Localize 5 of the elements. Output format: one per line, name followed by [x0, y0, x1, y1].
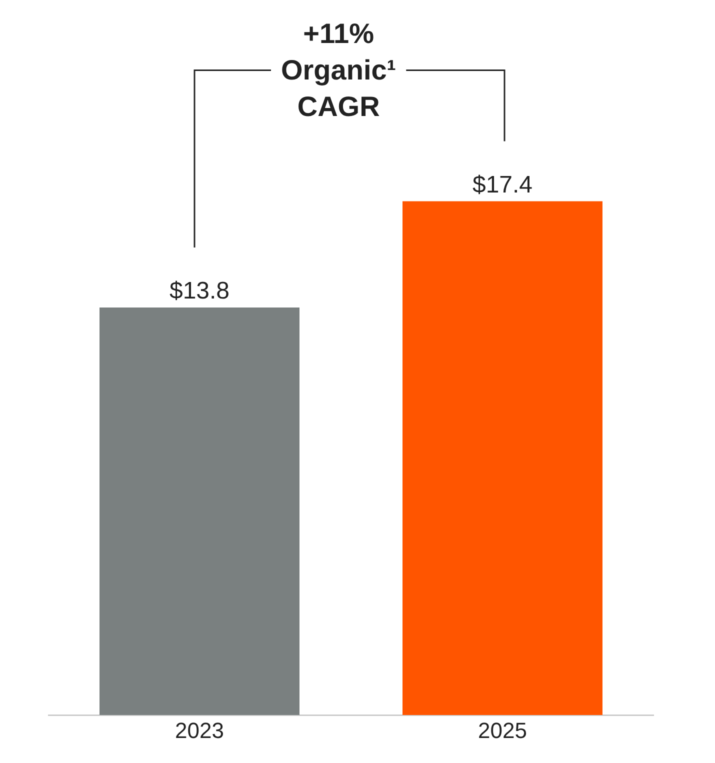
data-label: $13.8 — [169, 278, 230, 305]
text: +11% Organic¹ CAGR — [281, 18, 396, 122]
data-label: $17.4 — [472, 171, 533, 198]
x-tick-label: 2023 — [175, 718, 224, 743]
x-tick-label: 2025 — [478, 718, 527, 743]
